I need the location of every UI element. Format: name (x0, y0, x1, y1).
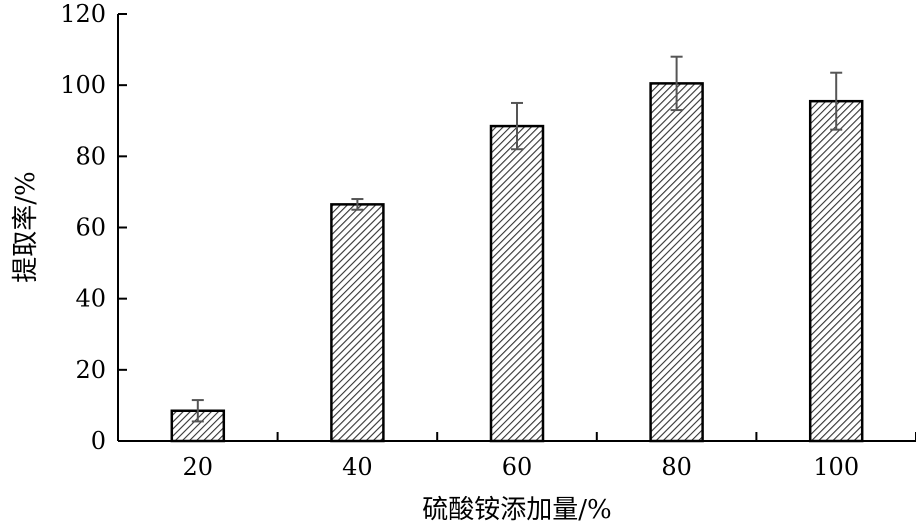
y-tick-label: 60 (75, 214, 106, 242)
x-tick-label: 60 (502, 453, 533, 481)
x-tick-label: 40 (342, 453, 373, 481)
bar-60 (489, 124, 545, 443)
x-axis-ticks: 20 40 60 80 100 (183, 432, 916, 481)
error-bars-group (191, 55, 843, 423)
y-tick-label: 120 (60, 0, 106, 28)
x-axis-title: 硫酸铵添加量/% (422, 495, 611, 525)
y-axis-ticks: 0 20 40 60 80 100 120 (60, 0, 127, 455)
bars-group (170, 82, 864, 443)
y-tick-label: 20 (75, 356, 106, 384)
x-tick-label: 20 (183, 453, 214, 481)
bar-100 (808, 99, 864, 443)
y-tick-label: 40 (75, 285, 106, 313)
bar-40 (330, 203, 385, 443)
y-tick-label: 80 (75, 142, 106, 170)
bar-80 (649, 82, 704, 443)
x-tick-label: 80 (661, 453, 692, 481)
y-axis-title: 提取率/% (11, 171, 41, 282)
y-tick-label: 0 (91, 427, 106, 455)
x-tick-label: 100 (813, 453, 859, 481)
y-tick-label: 100 (60, 71, 106, 99)
